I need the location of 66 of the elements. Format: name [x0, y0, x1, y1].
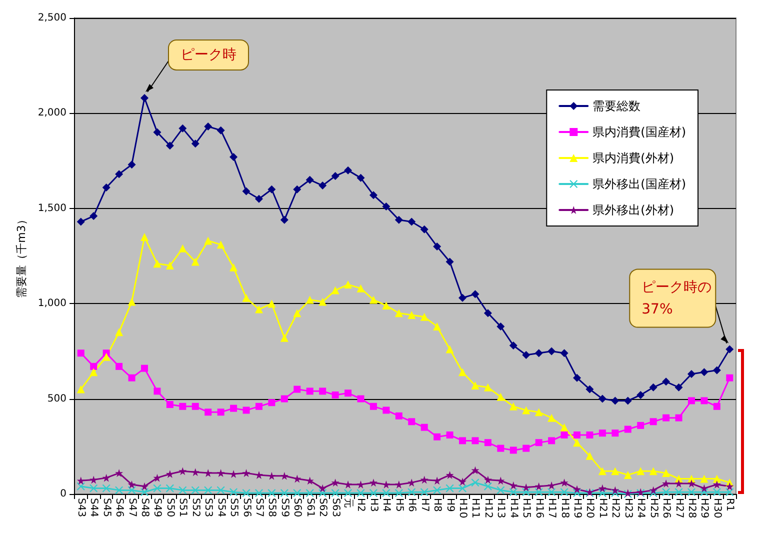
- x-tick-label: H30: [711, 498, 722, 518]
- x-tick-label: H25: [648, 498, 659, 518]
- x-tick-label: H13: [495, 498, 506, 518]
- annotation: ピーク時: [180, 46, 236, 63]
- x-tick-label: H29: [698, 498, 710, 518]
- x-tick-label: H9: [444, 498, 456, 512]
- x-tick-label: H4: [380, 498, 392, 512]
- x-tick-label: H8: [432, 498, 443, 512]
- legend-label: 需要総数: [592, 99, 641, 113]
- x-tick-label: S57: [253, 498, 264, 518]
- y-tick-label: 2,500: [38, 12, 67, 24]
- y-axis-title: 需要量（千m3）: [15, 214, 28, 298]
- x-tick-label: S52: [190, 498, 201, 518]
- legend-label: 県内消費(国産材): [592, 125, 686, 139]
- x-tick-label: S55: [228, 498, 240, 518]
- x-tick-label: S45: [100, 498, 112, 518]
- x-tick-label: S50: [164, 498, 176, 518]
- x-tick-label: S59: [278, 498, 290, 518]
- x-tick-label: S58: [266, 498, 278, 518]
- x-tick-label: S60: [292, 498, 303, 518]
- y-tick-label: 1,500: [38, 202, 67, 214]
- x-tick-label: H16: [533, 498, 544, 518]
- x-tick-label: S53: [202, 498, 214, 518]
- x-tick-label: H11: [470, 498, 481, 518]
- x-tick-label: H24: [635, 498, 646, 518]
- x-tick-label: H28: [686, 498, 697, 518]
- y-tick-label: 500: [47, 393, 67, 404]
- x-tick-label: S63: [330, 498, 341, 518]
- x-tick-label: S48: [138, 498, 150, 518]
- x-tick-label: H14: [508, 498, 519, 518]
- x-tick-label: H15: [520, 498, 532, 518]
- x-tick-label: H19: [571, 498, 582, 518]
- x-tick-label: H5: [393, 498, 404, 512]
- y-tick-label: 1,000: [38, 298, 67, 310]
- legend-label: 県内消費(外材): [592, 151, 674, 165]
- x-tick-label: S62: [317, 498, 328, 518]
- x-tick-label: H7: [418, 498, 430, 512]
- x-tick-label: S61: [304, 498, 316, 518]
- x-tick-label: H22: [610, 498, 621, 518]
- x-tick-label: H12: [482, 498, 494, 518]
- x-tick-label: S51: [177, 498, 188, 518]
- x-tick-label: H6: [406, 498, 418, 512]
- x-tick-label: H2: [355, 498, 366, 512]
- x-tick-label: H23: [622, 498, 634, 518]
- x-tick-label: S44: [88, 498, 100, 518]
- x-tick-label: H27: [673, 498, 684, 518]
- x-tick-label: S49: [152, 498, 163, 518]
- y-tick-label: 0: [60, 488, 67, 500]
- x-tick-label: S56: [240, 498, 252, 518]
- x-tick-label: H18: [558, 498, 570, 518]
- annotation: ピーク時の 37%: [642, 279, 712, 318]
- x-tick-label: H3: [368, 498, 379, 512]
- x-tick-label: S46: [114, 498, 125, 518]
- x-tick-label: H21: [596, 498, 608, 518]
- x-tick-label: H20: [584, 498, 596, 518]
- legend-label: 県外移出(外材): [592, 203, 674, 217]
- y-tick-label: 2,000: [38, 108, 67, 119]
- x-tick-label: R1: [724, 498, 736, 512]
- x-tick-label: S43: [75, 498, 86, 518]
- x-tick-label: H10: [457, 498, 468, 518]
- x-tick-label: S47: [126, 498, 138, 518]
- x-tick-label: H26: [660, 498, 672, 518]
- x-tick-label: 元: [342, 498, 354, 508]
- legend-label: 県外移出(国産材): [592, 177, 686, 191]
- x-tick-label: S54: [215, 498, 226, 518]
- x-tick-label: H17: [546, 498, 558, 518]
